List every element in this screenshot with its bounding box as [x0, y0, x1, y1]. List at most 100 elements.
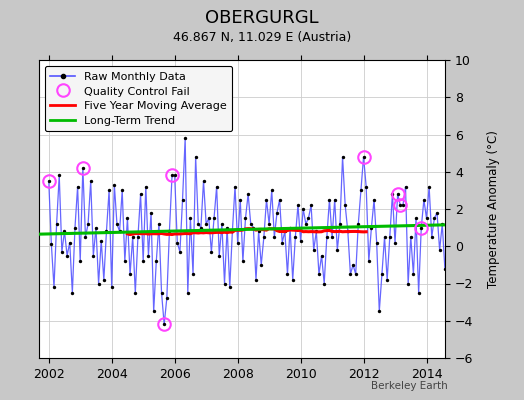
- Point: [204, 215, 213, 222]
- Point: [149, 308, 158, 315]
- Point: [352, 271, 360, 277]
- Point: [328, 234, 336, 240]
- Point: [399, 202, 407, 208]
- Point: [412, 215, 420, 222]
- Point: [152, 258, 160, 264]
- Point: [252, 276, 260, 283]
- Point: [225, 284, 234, 290]
- Point: [435, 247, 444, 253]
- Point: [268, 187, 276, 194]
- Point: [247, 221, 255, 227]
- Point: [147, 210, 155, 216]
- Point: [273, 210, 281, 216]
- Point: [134, 234, 142, 240]
- Point: [94, 280, 103, 287]
- Y-axis label: Temperature Anomaly (°C): Temperature Anomaly (°C): [487, 130, 500, 288]
- Point: [404, 280, 412, 287]
- Point: [136, 191, 145, 197]
- Point: [215, 252, 223, 259]
- Point: [191, 154, 200, 160]
- Point: [286, 224, 294, 231]
- Point: [289, 276, 297, 283]
- Point: [302, 221, 310, 227]
- Point: [71, 224, 79, 231]
- Point: [165, 228, 173, 234]
- Point: [160, 321, 168, 328]
- Point: [73, 184, 82, 190]
- Legend: Raw Monthly Data, Quality Control Fail, Five Year Moving Average, Long-Term Tren: Raw Monthly Data, Quality Control Fail, …: [45, 66, 232, 132]
- Point: [310, 247, 318, 253]
- Point: [81, 234, 90, 240]
- Point: [50, 284, 58, 290]
- Point: [409, 271, 418, 277]
- Point: [118, 187, 126, 194]
- Point: [189, 271, 197, 277]
- Point: [47, 241, 56, 248]
- Point: [401, 184, 410, 190]
- Point: [260, 234, 268, 240]
- Point: [244, 191, 253, 197]
- Point: [207, 249, 215, 255]
- Point: [263, 196, 271, 203]
- Point: [76, 258, 84, 264]
- Point: [128, 234, 137, 240]
- Point: [375, 308, 384, 315]
- Point: [194, 221, 202, 227]
- Point: [281, 228, 289, 234]
- Text: 46.867 N, 11.029 E (Austria): 46.867 N, 11.029 E (Austria): [173, 32, 351, 44]
- Point: [52, 221, 61, 227]
- Point: [196, 224, 205, 231]
- Point: [257, 262, 266, 268]
- Point: [233, 239, 242, 246]
- Point: [144, 252, 152, 259]
- Point: [178, 196, 187, 203]
- Point: [58, 249, 66, 255]
- Point: [333, 247, 342, 253]
- Text: OBERGURGL: OBERGURGL: [205, 9, 319, 27]
- Point: [168, 172, 176, 179]
- Point: [370, 196, 378, 203]
- Point: [89, 252, 97, 259]
- Point: [45, 178, 53, 184]
- Point: [231, 184, 239, 190]
- Point: [283, 271, 292, 277]
- Point: [105, 187, 113, 194]
- Point: [170, 172, 179, 179]
- Point: [60, 228, 69, 234]
- Point: [388, 191, 397, 197]
- Point: [212, 184, 221, 190]
- Point: [339, 154, 347, 160]
- Point: [320, 280, 329, 287]
- Point: [312, 228, 321, 234]
- Point: [68, 290, 77, 296]
- Point: [270, 234, 279, 240]
- Point: [162, 295, 171, 302]
- Point: [276, 196, 284, 203]
- Point: [217, 221, 226, 227]
- Point: [210, 215, 218, 222]
- Point: [92, 224, 100, 231]
- Point: [433, 210, 441, 216]
- Point: [115, 228, 124, 234]
- Point: [123, 215, 132, 222]
- Point: [428, 234, 436, 240]
- Point: [441, 266, 449, 272]
- Point: [255, 228, 263, 234]
- Point: [357, 187, 365, 194]
- Point: [438, 221, 446, 227]
- Point: [113, 221, 121, 227]
- Point: [323, 234, 331, 240]
- Point: [407, 234, 415, 240]
- Point: [100, 276, 108, 283]
- Point: [425, 184, 433, 190]
- Point: [66, 239, 74, 246]
- Point: [249, 224, 258, 231]
- Point: [344, 228, 352, 234]
- Point: [84, 221, 92, 227]
- Point: [157, 290, 166, 296]
- Point: [186, 215, 194, 222]
- Point: [378, 271, 386, 277]
- Point: [391, 239, 399, 246]
- Point: [386, 234, 394, 240]
- Point: [228, 228, 236, 234]
